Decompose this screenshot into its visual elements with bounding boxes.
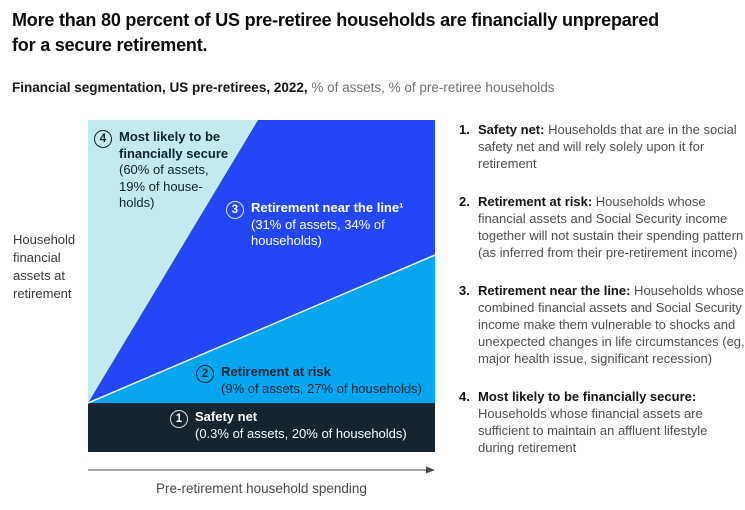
region-label-at-risk: 2 Retirement at risk (9% of assets, 27% … [196, 364, 431, 397]
region-name-secure: Most likely to be financially secure [119, 129, 229, 161]
chart-plot-area [88, 120, 435, 452]
arrowhead-icon [426, 466, 435, 474]
definitions-list: 1. Safety net: Households that are in th… [459, 121, 745, 477]
region-label-safety-net: 1 Safety net (0.3% of assets, 20% of hou… [170, 409, 425, 442]
region-number-badge-4: 4 [94, 130, 112, 148]
region1-navy-shape [88, 403, 435, 452]
region-name-at-risk: Retirement at risk [221, 364, 331, 379]
region-detail-secure: (60% of assets, 19% of house- holds) [119, 162, 209, 210]
definition-body: Households that are in the social safety… [478, 122, 737, 171]
definition-item-safety-net: 1. Safety net: Households that are in th… [459, 121, 745, 172]
region-name-safety-net: Safety net [195, 409, 258, 424]
region-label-secure: 4 Most likely to be financially secure (… [94, 129, 254, 212]
definition-body: Households whose combined financial asse… [478, 283, 745, 366]
definition-number: 3. [459, 283, 470, 298]
region-divider-line [88, 254, 435, 404]
definition-text: Retirement at risk: Households whose fin… [478, 193, 745, 261]
definition-number: 1. [459, 122, 470, 137]
definition-number: 2. [459, 194, 470, 209]
page-title: More than 80 percent of US pre-retiree h… [12, 10, 659, 55]
definition-item-at-risk: 2. Retirement at risk: Households whose … [459, 193, 745, 261]
definition-item-near-line: 3. Retirement near the line: Households … [459, 282, 745, 367]
definition-term: Most likely to be financially secure: [478, 389, 697, 404]
region-number-badge-2: 2 [196, 365, 214, 383]
definition-body: Households whose financial assets and So… [478, 194, 744, 260]
definition-text: Retirement near the line: Households who… [478, 282, 745, 367]
x-axis-arrow [88, 466, 435, 474]
definition-term: Retirement near the line: [478, 283, 631, 298]
region-detail-near-line: (31% of assets, 34% of households) [251, 216, 385, 249]
region-number-badge-3: 3 [226, 201, 244, 219]
segmentation-chart: 4 Most likely to be financially secure (… [88, 120, 435, 452]
region-number-badge-1: 1 [170, 410, 188, 428]
x-axis-label: Pre-retirement household spending [156, 481, 367, 496]
subtitle-units: % of assets, % of pre-retiree households [307, 80, 555, 95]
y-axis-label: Household financial assets at retirement [13, 232, 76, 301]
definition-text: Safety net: Households that are in the s… [478, 121, 745, 172]
definition-term: Safety net: [478, 122, 545, 137]
definition-number: 4. [459, 389, 470, 404]
region-name-near-line: Retirement near the line¹ [251, 200, 404, 215]
subtitle-bold: Financial segmentation, US pre-retirees,… [12, 80, 308, 95]
definition-item-secure: 4. Most likely to be financially secure:… [459, 388, 745, 456]
definition-term: Retirement at risk: [478, 194, 593, 209]
region-label-near-line: 3 Retirement near the line¹ (31% of asse… [226, 200, 421, 250]
region-detail-safety-net: (0.3% of assets, 20% of households) [195, 425, 407, 441]
region3-blue-shape [88, 120, 435, 403]
definition-body: Households whose financial assets are su… [478, 406, 708, 455]
region-detail-at-risk: (9% of assets, 27% of households) [221, 380, 422, 396]
chart-subtitle: Financial segmentation, US pre-retirees,… [12, 80, 555, 95]
definition-text: Most likely to be financially secure: Ho… [478, 388, 745, 456]
